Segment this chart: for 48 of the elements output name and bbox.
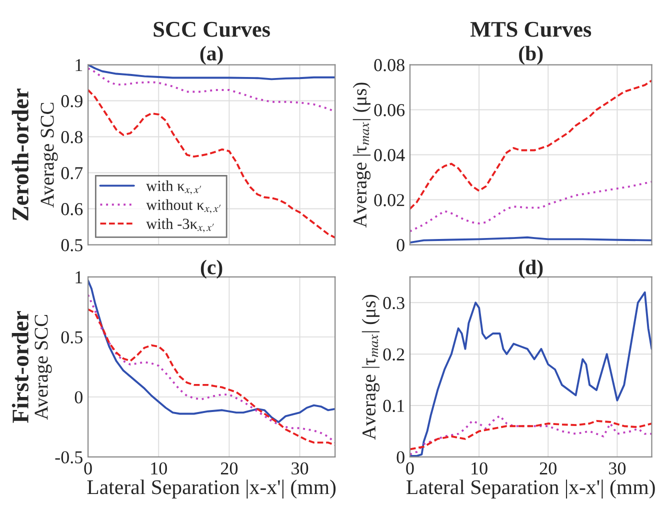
text: Zeroth-order — [12, 88, 28, 220]
x-tick-label: 0 — [406, 462, 414, 475]
y-tick-label: 1 — [76, 271, 82, 284]
y-tick-label: 0.6 — [61, 203, 83, 216]
y-tick-label: 0 — [396, 451, 404, 464]
legend-label: with κ$_{x,x′}$ — [146, 180, 202, 194]
text: First-order — [12, 311, 28, 423]
y-tick-label: 0.06 — [374, 104, 405, 116]
chart-title: SCC Curves — [154, 22, 270, 37]
y-tick-label: 0.08 — [374, 59, 404, 72]
legend-label: with -3κ$_{x,x′}$ — [146, 218, 214, 232]
y-tick-label: 0.2 — [383, 348, 404, 361]
y-tick-label: 0.3 — [383, 296, 404, 310]
y-tick-label: 0 — [74, 391, 82, 404]
x-tick-label: 20 — [220, 462, 238, 475]
y-tick-label: 0 — [396, 239, 404, 252]
line-series — [88, 280, 336, 424]
chart-title: (d) — [519, 260, 543, 279]
line-series — [410, 80, 652, 210]
y-tick-label: 0.1 — [383, 400, 404, 412]
y-axis-title: Average |τ$_{max}$| (μs) — [352, 82, 371, 228]
y-tick-label: 0.8 — [61, 131, 82, 144]
line-series — [88, 89, 336, 239]
x-tick-label: 0 — [84, 462, 92, 475]
y-tick-label: 0.04 — [374, 149, 405, 162]
x-axis-title: Lateral Separation |x-x'| (mm) — [87, 480, 336, 499]
y-tick-label: 0.5 — [61, 239, 82, 252]
y-tick-label: 0.5 — [61, 331, 82, 344]
x-tick-label: 30 — [292, 462, 308, 475]
y-tick-label: 0.9 — [61, 95, 82, 108]
y-tick-label: 1 — [76, 59, 82, 72]
x-tick-label: 20 — [540, 462, 556, 475]
line-series — [410, 180, 652, 232]
y-axis-title: Average SCC — [40, 102, 58, 208]
chart-title: MTS Curves — [470, 22, 592, 37]
x-tick-label: 30 — [609, 462, 626, 475]
y-tick-label: 0.7 — [61, 167, 83, 180]
chart-subtitle: (b) — [519, 46, 543, 65]
legend-label: without κ$_{x,x′}$ — [146, 199, 221, 214]
y-axis-title: Average SCC — [34, 315, 52, 420]
chart-title: (c) — [200, 260, 222, 279]
chart-subtitle: (a) — [200, 46, 223, 65]
y-axis-title: Average |τ$_{max}$| (μs) — [362, 294, 380, 440]
x-axis-title: Lateral Separation |x-x'| (mm) — [406, 480, 655, 499]
y-tick-label: 0.02 — [374, 194, 404, 206]
x-tick-label: 10 — [151, 462, 167, 475]
y-tick-label: -0.5 — [55, 451, 82, 464]
x-tick-label: 10 — [472, 462, 488, 475]
